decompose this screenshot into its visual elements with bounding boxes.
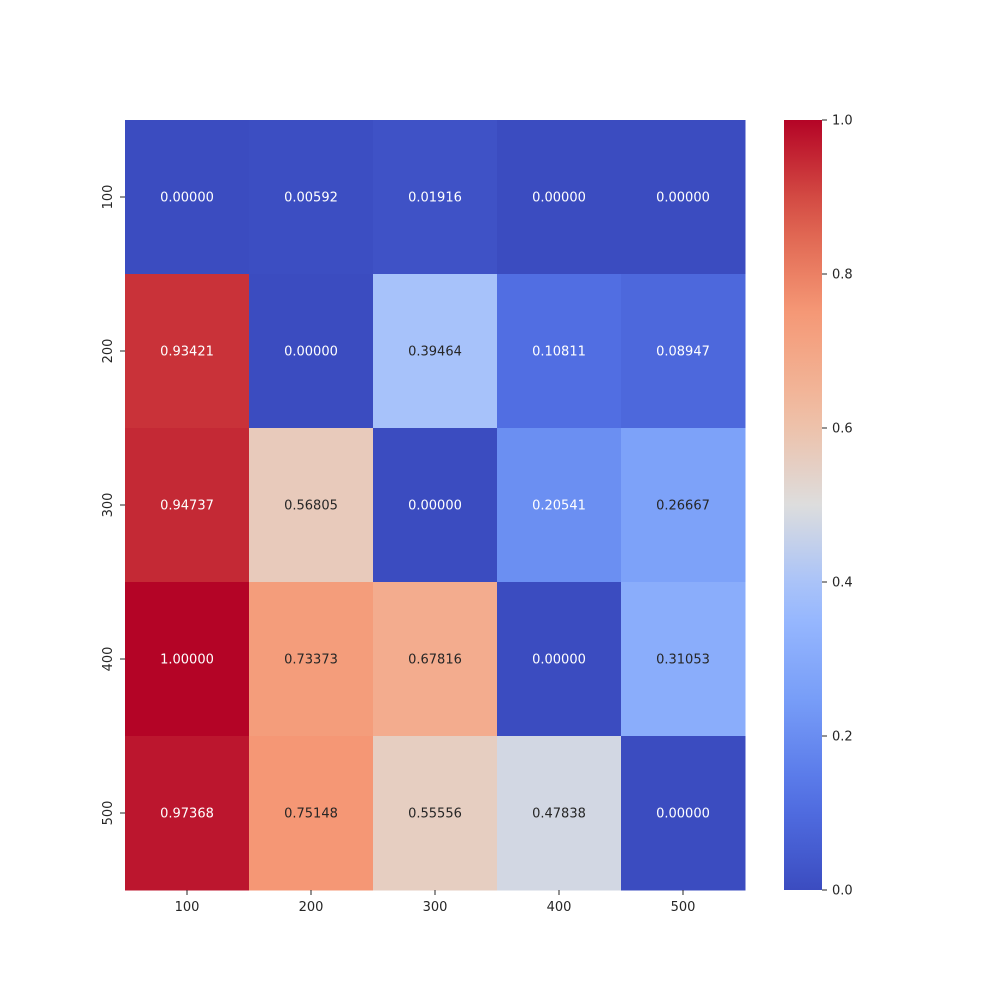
cell-value-label: 0.94737: [160, 499, 214, 514]
heatmap-cell: [497, 736, 622, 891]
heatmap-cell: [249, 274, 374, 429]
heatmap-cell: [373, 736, 498, 891]
colorbar-tick-label: 0.6: [832, 422, 853, 437]
heatmap-cell: [497, 274, 622, 429]
heatmap-cell: [621, 582, 746, 737]
heatmap-cell: [621, 274, 746, 429]
heatmap-cell: [621, 428, 746, 583]
y-tick-label: 300: [101, 493, 116, 518]
cell-value-label: 0.10811: [532, 345, 586, 360]
colorbar: 0.0 0.2 0.4 0.6 0.8 1.0: [784, 114, 853, 899]
heatmap-cell: [125, 736, 250, 891]
heatmap-cell: [373, 120, 498, 275]
x-tick-label: 300: [423, 900, 448, 915]
x-tick-label: 500: [671, 900, 696, 915]
cell-value-label: 0.56805: [284, 499, 338, 514]
colorbar-tick-label: 0.0: [832, 884, 853, 899]
heatmap-cell: [497, 582, 622, 737]
x-tick-label: 400: [547, 900, 572, 915]
cell-value-label: 0.67816: [408, 653, 462, 668]
heatmap-cell: [497, 120, 622, 275]
colorbar-tick-label: 0.2: [832, 730, 853, 745]
cell-value-label: 0.08947: [656, 345, 710, 360]
y-tick-label: 200: [101, 339, 116, 364]
heatmap-cell: [621, 736, 746, 891]
cell-value-label: 0.55556: [408, 807, 462, 822]
x-axis: 100 200 300 400 500: [175, 890, 696, 915]
colorbar-tick-label: 0.4: [832, 576, 853, 591]
heatmap-cell: [373, 582, 498, 737]
heatmap-cell: [249, 120, 374, 275]
cell-value-label: 0.00592: [284, 191, 338, 206]
y-axis: 100 200 300 400 500: [101, 185, 125, 826]
cell-value-label: 0.00000: [284, 345, 338, 360]
cell-value-label: 0.47838: [532, 807, 586, 822]
heatmap-cell: [249, 736, 374, 891]
heatmap-cell: [497, 428, 622, 583]
colorbar-gradient: [784, 120, 822, 890]
cell-value-label: 1.00000: [160, 653, 214, 668]
cell-value-label: 0.39464: [408, 345, 462, 360]
heatmap-cell: [125, 582, 250, 737]
colorbar-tick-label: 0.8: [832, 268, 853, 283]
cell-value-label: 0.75148: [284, 807, 338, 822]
cell-value-label: 0.01916: [408, 191, 462, 206]
cell-value-label: 0.31053: [656, 653, 710, 668]
cell-value-label: 0.00000: [656, 191, 710, 206]
y-tick-label: 100: [101, 185, 116, 210]
heatmap-cell: [621, 120, 746, 275]
heatmap-cell: [125, 428, 250, 583]
heatmap-cell: [373, 274, 498, 429]
cell-value-label: 0.93421: [160, 345, 214, 360]
cell-value-label: 0.00000: [532, 191, 586, 206]
cell-value-label: 0.20541: [532, 499, 586, 514]
heatmap-cell: [125, 274, 250, 429]
cell-value-label: 0.97368: [160, 807, 214, 822]
cell-value-label: 0.00000: [532, 653, 586, 668]
x-tick-label: 100: [175, 900, 200, 915]
cell-value-label: 0.00000: [160, 191, 214, 206]
cell-value-label: 0.00000: [408, 499, 462, 514]
cell-value-label: 0.00000: [656, 807, 710, 822]
heatmap-cell: [125, 120, 250, 275]
cell-value-label: 0.26667: [656, 499, 710, 514]
heatmap-cell: [373, 428, 498, 583]
heatmap-cell: [249, 428, 374, 583]
y-tick-label: 500: [101, 801, 116, 826]
heatmap-cells: 0.00000 0.00592 0.01916 0.00000 0.00000 0.934…: [125, 120, 746, 891]
cell-value-label: 0.73373: [284, 653, 338, 668]
heatmap-cell: [249, 582, 374, 737]
x-tick-label: 200: [299, 900, 324, 915]
colorbar-tick-label: 1.0: [832, 114, 853, 129]
y-tick-label: 400: [101, 647, 116, 672]
